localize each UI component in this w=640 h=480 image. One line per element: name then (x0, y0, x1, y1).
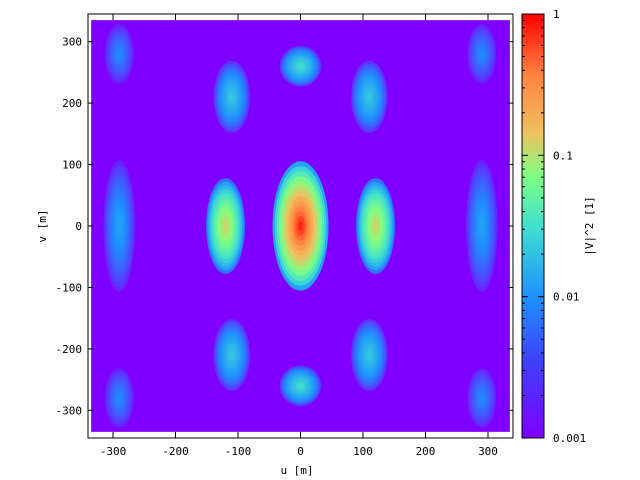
colorbar-label: |V|^2 [1] (583, 196, 596, 256)
heatmap-contour (374, 222, 377, 230)
heatmap-contour (298, 221, 303, 231)
y-tick-label: -200 (56, 343, 83, 356)
y-tick-label: 200 (62, 97, 82, 110)
heatmap-lobe (278, 363, 323, 408)
x-tick-label: -300 (100, 445, 127, 458)
heatmap-lobe (466, 365, 498, 431)
heatmap-contour (118, 220, 121, 232)
heatmap-contour (298, 384, 303, 388)
colorbar-frame (521, 13, 545, 439)
x-tick-label: 100 (353, 445, 373, 458)
x-tick-label: 0 (297, 445, 304, 458)
heatmap-lobe (466, 21, 498, 87)
heatmap-lobe (212, 58, 252, 136)
colorbar-tick-label: 0.001 (553, 432, 586, 445)
heatmap-lobe (349, 316, 389, 394)
y-tick-label: 300 (62, 36, 82, 49)
heatmap-layer (91, 20, 510, 432)
y-tick-label: -300 (56, 404, 83, 417)
y-axis: -300 -200 -100 0 100 200 300 (56, 36, 513, 417)
heatmap-lobe (204, 174, 247, 278)
heatmap-lobe (349, 58, 389, 136)
x-tick-label: -100 (225, 445, 252, 458)
heatmap-lobe (270, 156, 331, 296)
heatmap-lobe (464, 155, 499, 297)
heatmap-lobe (212, 316, 252, 394)
colorbar-ticks: 0.001 0.01 0.1 1 (522, 8, 586, 445)
heatmap-contour (230, 94, 234, 100)
x-axis-label: u [m] (280, 464, 313, 477)
heatmap-lobe (103, 21, 135, 87)
heatmap-lobe (102, 155, 137, 297)
colorbar-tick-label: 0.1 (553, 149, 573, 162)
heatmap-contour (224, 222, 227, 230)
x-axis: -300 -200 -100 0 100 200 300 (100, 14, 498, 458)
heatmap-contour (480, 220, 483, 232)
heatmap-contour (230, 352, 234, 358)
heatmap-lobe (103, 365, 135, 431)
y-axis-label: v [m] (36, 209, 49, 242)
x-tick-label: 200 (416, 445, 436, 458)
heatmap-lobe (354, 174, 397, 278)
y-tick-label: 0 (75, 220, 82, 233)
heatmap-contour (367, 352, 371, 358)
heatmap-contour (480, 395, 483, 401)
x-tick-label: 300 (478, 445, 498, 458)
y-tick-label: -100 (56, 281, 83, 294)
colorbar (522, 14, 544, 438)
heatmap-contour (367, 94, 371, 100)
y-tick-label: 100 (62, 159, 82, 172)
x-tick-label: -200 (162, 445, 189, 458)
heatmap-contour (298, 64, 303, 68)
colorbar-tick-label: 0.01 (553, 291, 580, 304)
heatmap-contour (480, 51, 483, 57)
heatmap-contour (118, 395, 121, 401)
heatmap-lobe (278, 44, 323, 89)
heatmap-contour (118, 51, 121, 57)
colorbar-tick-label: 1 (553, 8, 560, 21)
